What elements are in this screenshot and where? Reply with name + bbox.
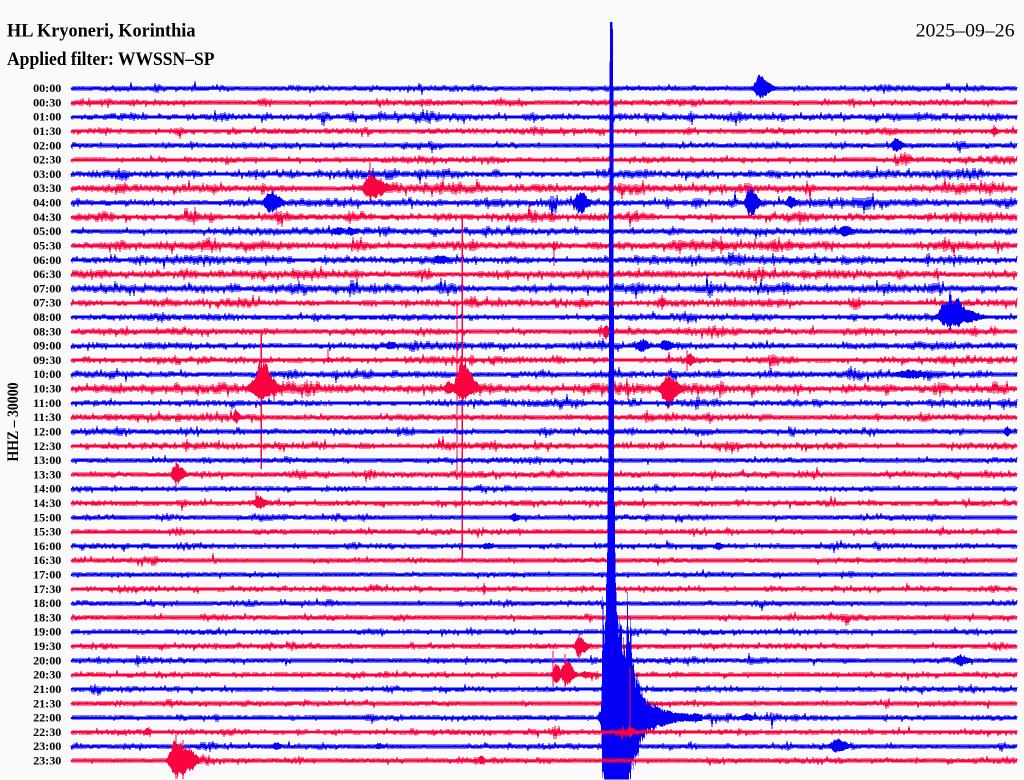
svg-text:16:30: 16:30 (33, 555, 62, 567)
svg-text:20:00: 20:00 (33, 655, 62, 667)
svg-text:23:00: 23:00 (33, 741, 62, 753)
svg-text:21:30: 21:30 (33, 698, 62, 710)
svg-text:15:30: 15:30 (33, 527, 62, 539)
svg-text:19:00: 19:00 (33, 627, 62, 639)
svg-text:12:00: 12:00 (33, 426, 62, 438)
svg-text:15:00: 15:00 (33, 512, 62, 524)
svg-text:12:30: 12:30 (33, 441, 62, 453)
svg-text:05:30: 05:30 (33, 241, 62, 253)
svg-text:13:00: 13:00 (33, 455, 62, 467)
svg-text:17:00: 17:00 (33, 570, 62, 582)
svg-text:21:00: 21:00 (33, 684, 62, 696)
svg-text:Applied filter: WWSSN–SP: Applied filter: WWSSN–SP (7, 49, 215, 71)
svg-text:19:30: 19:30 (33, 641, 62, 653)
svg-text:01:00: 01:00 (33, 112, 62, 124)
svg-text:06:30: 06:30 (33, 269, 62, 281)
svg-text:00:00: 00:00 (33, 83, 62, 95)
svg-text:09:30: 09:30 (33, 355, 62, 367)
svg-text:01:30: 01:30 (33, 126, 62, 138)
svg-text:06:00: 06:00 (33, 255, 62, 267)
svg-text:11:00: 11:00 (33, 398, 62, 410)
svg-text:18:00: 18:00 (33, 598, 62, 610)
svg-text:00:30: 00:30 (33, 97, 62, 109)
svg-text:16:00: 16:00 (33, 541, 62, 553)
svg-text:03:00: 03:00 (33, 169, 62, 181)
svg-text:02:00: 02:00 (33, 140, 62, 152)
svg-text:22:30: 22:30 (33, 727, 62, 739)
svg-text:HL Kryoneri, Korinthia: HL Kryoneri, Korinthia (7, 20, 196, 42)
svg-text:HHZ – 30000: HHZ – 30000 (5, 383, 22, 462)
svg-text:14:30: 14:30 (33, 498, 62, 510)
svg-text:07:30: 07:30 (33, 298, 62, 310)
svg-text:09:00: 09:00 (33, 341, 62, 353)
svg-text:02:30: 02:30 (33, 155, 62, 167)
svg-text:04:00: 04:00 (33, 198, 62, 210)
svg-text:05:00: 05:00 (33, 226, 62, 238)
svg-text:2025–09–26: 2025–09–26 (916, 20, 1015, 41)
svg-text:13:30: 13:30 (33, 469, 62, 481)
svg-text:20:30: 20:30 (33, 670, 62, 682)
svg-text:10:30: 10:30 (33, 384, 62, 396)
svg-text:11:30: 11:30 (33, 412, 62, 424)
svg-text:03:30: 03:30 (33, 183, 62, 195)
svg-text:18:30: 18:30 (33, 612, 62, 624)
svg-text:04:30: 04:30 (33, 212, 62, 224)
svg-text:22:00: 22:00 (33, 713, 62, 725)
svg-text:07:00: 07:00 (33, 283, 62, 295)
svg-text:08:00: 08:00 (33, 312, 62, 324)
svg-text:17:30: 17:30 (33, 584, 62, 596)
svg-text:14:00: 14:00 (33, 484, 62, 496)
svg-text:10:00: 10:00 (33, 369, 62, 381)
svg-text:08:30: 08:30 (33, 326, 62, 338)
svg-text:23:30: 23:30 (33, 756, 62, 768)
